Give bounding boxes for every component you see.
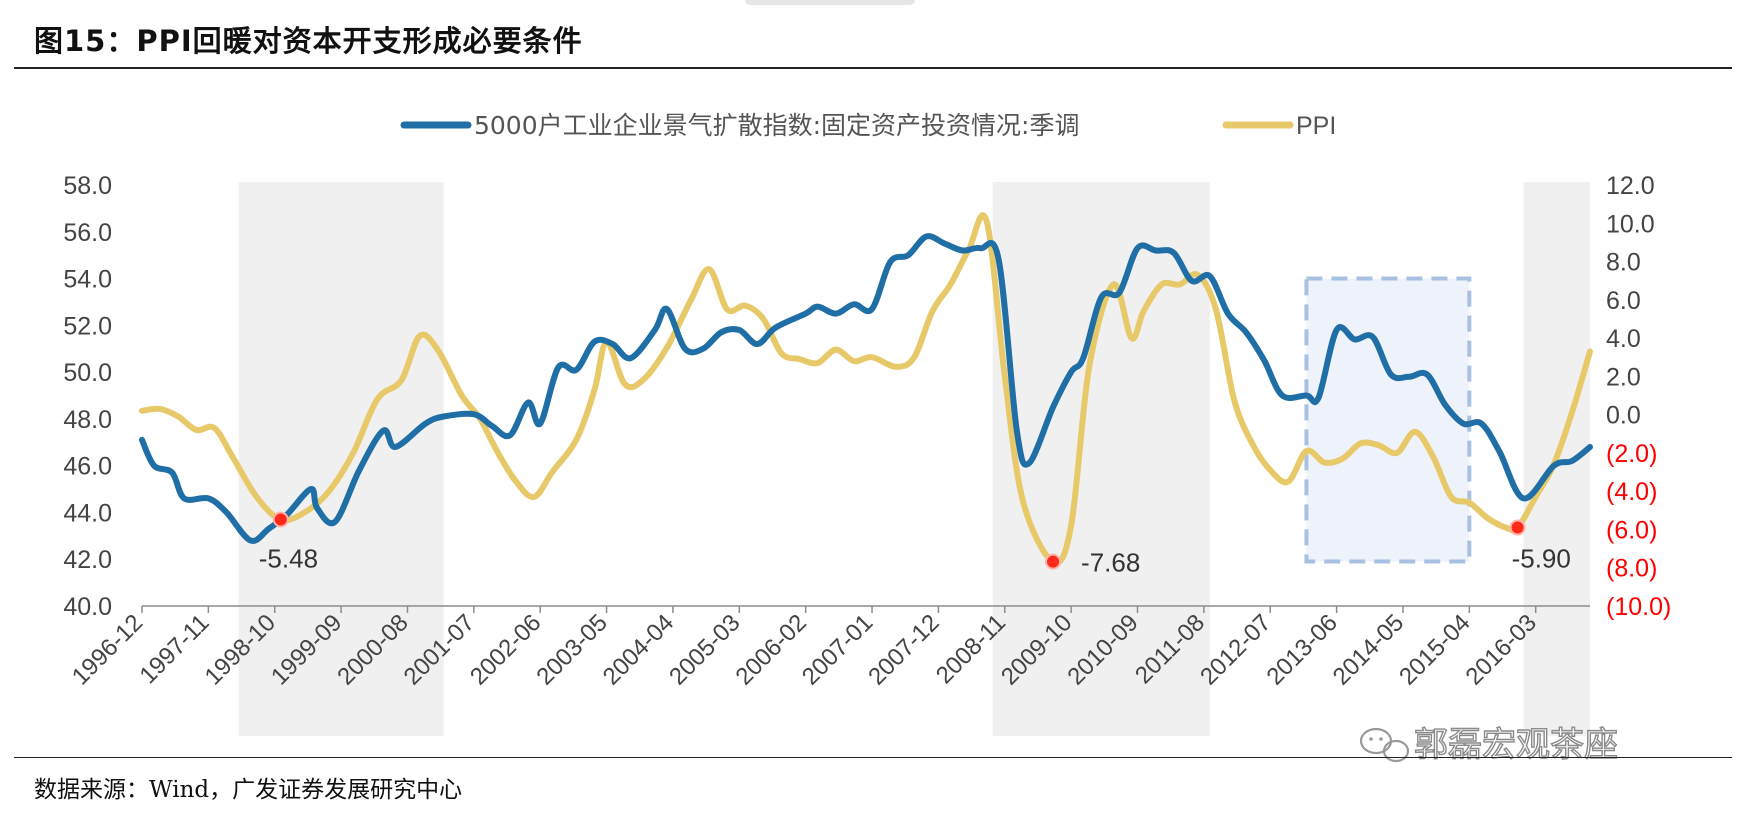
legend: 5000户工业企业景气扩散指数:固定资产投资情况:季调 PPI xyxy=(400,111,1336,140)
y-left-tick-label: 56.0 xyxy=(63,219,112,247)
y-left-tick-label: 40.0 xyxy=(63,593,112,621)
highlight-box-layer xyxy=(1304,276,1472,564)
watermark: 郭磊宏观茶座 xyxy=(1359,724,1619,766)
annotation-label: -7.68 xyxy=(1081,548,1140,578)
legend-label-ppi: PPI xyxy=(1296,112,1336,140)
x-tick-label: 2007-01 xyxy=(797,609,878,690)
watermark-text: 郭磊宏观茶座 xyxy=(1414,725,1618,765)
y-left-tick-label: 42.0 xyxy=(63,546,112,574)
figure-title: 图15：PPI回暖对资本开支形成必要条件 xyxy=(34,24,583,58)
x-tick-label: 2013-06 xyxy=(1261,609,1342,690)
series-lines xyxy=(139,212,1593,566)
series-line-ppi xyxy=(139,212,1593,566)
x-tick-label: 2002-06 xyxy=(465,609,546,690)
y-right-tick-label: 6.0 xyxy=(1606,287,1641,315)
annotation-label: -5.90 xyxy=(1512,544,1571,574)
x-tick-label: 2005-03 xyxy=(664,609,745,690)
y-left-tick-label: 58.0 xyxy=(63,172,112,200)
y-left-tick-label: 48.0 xyxy=(63,406,112,434)
window-tab-handle xyxy=(745,0,915,5)
wechat-icon xyxy=(1359,727,1410,763)
y-left-tick-label: 46.0 xyxy=(63,453,112,481)
x-tick-label: 2003-05 xyxy=(531,609,612,690)
y-left-tick-label: 50.0 xyxy=(63,359,112,387)
source-rule xyxy=(14,757,1732,758)
annotation-label: -5.48 xyxy=(259,544,318,574)
x-tick-label: 2015-04 xyxy=(1394,609,1475,690)
y-right-tick-label: 4.0 xyxy=(1606,325,1641,353)
y-right-tick-label: (2.0) xyxy=(1606,440,1657,468)
x-tick-label: 2014-05 xyxy=(1328,609,1409,690)
y-left-tick-label: 52.0 xyxy=(63,312,112,340)
x-tick-label: 2004-04 xyxy=(598,609,679,690)
x-tick-label: 1997-11 xyxy=(134,609,214,689)
shaded-period-1 xyxy=(238,182,444,736)
series-line-diffusion-index xyxy=(139,233,1593,544)
annotation-marker xyxy=(272,511,289,528)
y-right-tick-label: (6.0) xyxy=(1606,516,1657,544)
y-right-tick-label: 10.0 xyxy=(1606,210,1655,238)
legend-label-diffusion-index: 5000户工业企业景气扩散指数:固定资产投资情况:季调 xyxy=(474,111,1079,140)
source-note: 数据来源：Wind，广发证券发展研究中心 xyxy=(34,777,463,803)
title-rule xyxy=(14,67,1732,69)
y-right-tick-label: (4.0) xyxy=(1606,478,1657,506)
y-right-tick-label: 8.0 xyxy=(1606,249,1641,277)
y-left-tick-label: 44.0 xyxy=(63,499,112,527)
annotations: -5.48 -7.68 -5.90 xyxy=(259,511,1571,578)
y-right-tick-label: (8.0) xyxy=(1606,555,1657,583)
x-tick-label: 2007-12 xyxy=(863,609,944,690)
highlight-box xyxy=(1304,276,1472,564)
x-tick-label: 2006-02 xyxy=(731,609,812,690)
annotation-marker xyxy=(1045,553,1062,570)
x-tick-label: 1996-12 xyxy=(67,609,148,690)
y-right-tick-label: 0.0 xyxy=(1606,402,1641,430)
annotation-marker xyxy=(1509,519,1526,536)
y-left-tick-label: 54.0 xyxy=(63,266,112,294)
y-right-tick-label: (10.0) xyxy=(1606,593,1671,621)
y-right-tick-label: 2.0 xyxy=(1606,363,1641,391)
y-right-tick-label: 12.0 xyxy=(1606,172,1655,200)
